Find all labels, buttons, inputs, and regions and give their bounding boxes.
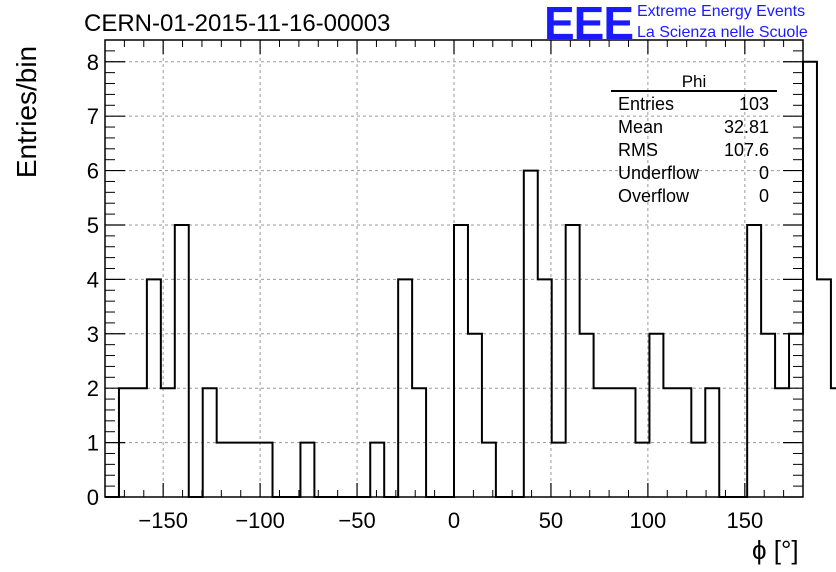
y-tick-label: 3 [87,322,99,347]
histogram-bin [817,279,831,497]
histogram-bin [747,225,761,497]
x-axis-label: ϕ [°] [752,535,799,565]
histogram-bin [761,334,775,497]
histogram-bin [649,334,663,497]
logo-text-line2: La Scienza nelle Scuole [637,24,808,41]
histogram-bin [468,334,482,497]
axis-ticks [104,40,804,498]
histogram-bin [789,334,803,497]
logo-text-line1: Extreme Energy Events [637,3,806,20]
x-tick-label: −150 [138,508,188,533]
histogram-bin [175,225,189,497]
tick-labels: −150 −100 −50 0 50 100 150 0 1 2 3 4 5 6 7 8 [87,50,763,533]
stats-value: 32.81 [724,117,769,137]
histogram-bin [608,388,622,497]
histogram-outline [105,60,836,498]
y-tick-label: 7 [87,104,99,129]
stats-label: Overflow [618,186,690,206]
x-tick-label: −100 [235,508,285,533]
histogram-bin [677,388,691,497]
x-tick-label: 50 [539,508,563,533]
histogram-bin [133,388,147,497]
histogram-bin [580,334,594,497]
histogram-bin [622,388,636,497]
stats-box: Phi Entries 103 Mean 32.81 RMS 107.6 Underflow 0… [611,72,777,206]
x-tick-label: −50 [338,508,375,533]
x-tick-label: 150 [726,508,763,533]
x-tick-label: 0 [448,508,460,533]
histogram-bin [203,388,217,497]
y-tick-label: 8 [87,50,99,75]
stats-label: Entries [618,94,674,114]
histogram-bin [538,279,552,497]
histogram-bin [594,388,608,497]
y-tick-label: 5 [87,213,99,238]
histogram-bin [705,388,719,497]
stats-label: Underflow [618,163,700,183]
histogram-bin [524,171,538,497]
stats-label: RMS [618,140,658,160]
chart-title: CERN-01-2015-11-16-00003 [84,10,391,37]
histogram-bin [691,443,705,497]
stats-value: 0 [759,163,769,183]
histogram-bin [482,443,496,497]
histogram-bin [803,62,817,497]
histogram-bin [398,279,412,497]
stats-label: Mean [618,117,663,137]
histogram-bin [370,443,384,497]
histogram-bin [231,443,245,497]
y-tick-label: 4 [87,267,99,292]
x-tick-label: 100 [630,508,667,533]
stats-value: 107.6 [724,140,769,160]
histogram-bin [566,225,580,497]
eee-logo: EEE [544,0,634,49]
histogram-bin [217,443,231,497]
histogram-bin [454,225,468,497]
histogram-bin [552,443,566,497]
stats-title: Phi [682,72,707,91]
histogram-bars [105,60,836,498]
y-tick-label: 2 [87,376,99,401]
stats-value: 103 [739,94,769,114]
histogram-bin [831,388,836,497]
histogram-bin [147,279,161,497]
stats-value: 0 [759,186,769,206]
histogram-bin [300,443,314,497]
histogram-bin [412,388,426,497]
histogram-bin [663,388,677,497]
histogram-bin [245,443,259,497]
histogram-bin [161,388,175,497]
y-tick-label: 1 [87,431,99,456]
y-tick-label: 6 [87,159,99,184]
y-tick-label: 0 [87,485,99,510]
